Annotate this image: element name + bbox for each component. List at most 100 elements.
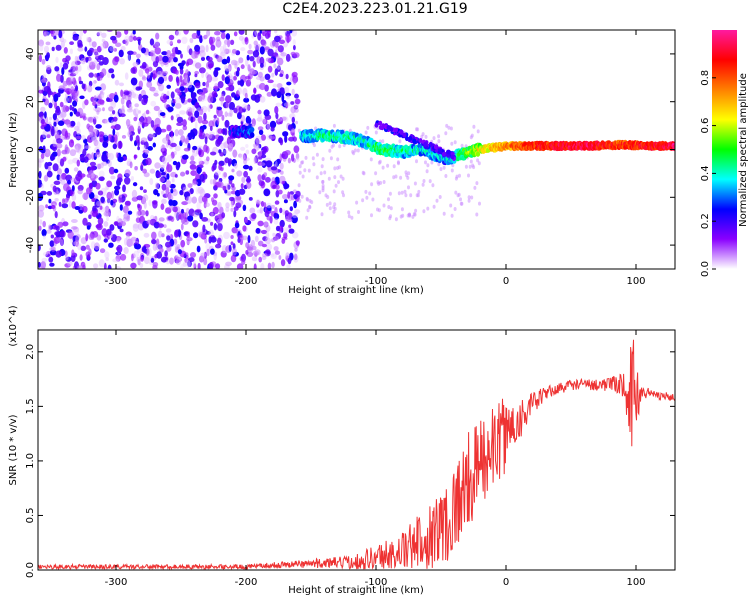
spectrogram-cell — [67, 179, 71, 185]
spectrogram-cell — [84, 145, 91, 150]
spectrogram-cell — [38, 170, 42, 179]
spectrogram-cell — [210, 236, 217, 243]
spectrogram-cell — [266, 91, 273, 97]
spectrogram-cell — [100, 42, 105, 50]
spectrogram-cell — [336, 157, 340, 162]
spectrogram-cell — [243, 170, 249, 178]
spectrogram-cell — [172, 243, 179, 248]
spectrogram-cell — [287, 157, 291, 164]
spectrogram-cell — [48, 102, 53, 109]
spectrogram-cell — [160, 128, 167, 133]
spectrogram-cell — [72, 34, 79, 41]
spectrogram-cell — [49, 249, 57, 256]
spectrogram-cell — [357, 210, 360, 214]
spectrogram-cell — [66, 120, 72, 128]
spectrogram-cell — [88, 170, 94, 176]
spectrogram-cell — [149, 178, 154, 185]
spectrogram-cell — [298, 164, 302, 169]
spectrogram-cell — [221, 74, 225, 81]
spectrogram-cell — [216, 218, 224, 224]
spectrogram-cell — [115, 254, 121, 262]
spectrogram-cell — [196, 201, 201, 210]
spectrogram-cell — [312, 162, 316, 167]
spectrogram-cell — [139, 65, 146, 69]
spectrogram-cell — [139, 263, 144, 268]
spectrogram-cell — [242, 103, 248, 110]
spectrogram-cell — [329, 156, 333, 161]
spectrogram-cell — [248, 43, 252, 50]
spectrogram-cell — [476, 158, 480, 163]
spectrogram-cell — [371, 197, 375, 202]
spectrogram-cell — [215, 243, 222, 249]
spectrogram-cell — [174, 102, 182, 109]
spectrogram-cell — [405, 173, 409, 178]
spectrogram-cell — [253, 156, 257, 165]
spectrogram-cell — [378, 159, 382, 164]
spectrogram-cell — [208, 261, 214, 269]
spectrogram-cell — [431, 183, 435, 188]
spectrogram-cell — [230, 235, 234, 239]
spectrogram-cell — [325, 202, 329, 207]
spectrogram-cell — [120, 253, 127, 261]
spectrogram-cell — [89, 131, 94, 138]
spectrogram-cell — [288, 224, 292, 229]
spectrogram-cell — [160, 203, 165, 210]
spectrogram-cell — [109, 224, 115, 231]
spectrogram-cell — [201, 217, 209, 222]
spectrogram-cell — [104, 186, 109, 191]
spectrogram-cell — [265, 123, 271, 130]
spectrogram-cell — [74, 125, 80, 131]
spectrogram-cell — [223, 48, 228, 53]
spectrogram-cell — [141, 196, 146, 205]
spectrogram-cell — [74, 206, 81, 210]
spectrogram-cell — [283, 199, 288, 204]
spectrogram-cell — [69, 149, 77, 157]
spectrogram-cell — [92, 174, 99, 179]
spectrogram-cell — [262, 118, 268, 125]
spectrogram-cell — [259, 46, 265, 55]
spectrogram-cell — [284, 86, 290, 94]
spectrogram-cell — [295, 120, 298, 125]
spectrogram-cell — [467, 198, 471, 203]
spectrogram-cell — [76, 265, 84, 269]
spectrogram-cell — [392, 175, 396, 180]
spectrogram-cell — [432, 204, 436, 209]
spectrogram-cell — [131, 189, 138, 199]
spectrogram-cell — [82, 205, 88, 213]
spectrogram-cell — [381, 165, 385, 170]
spectrogram-cell — [61, 149, 68, 155]
spectrogram-cell — [97, 163, 102, 170]
spectrogram-cell — [56, 148, 61, 157]
spectrogram-cell — [142, 152, 149, 159]
spectrogram-cell — [271, 253, 275, 257]
spectrogram-cell — [238, 106, 244, 114]
spectrogram-cell — [152, 133, 158, 138]
spectrogram-cell — [260, 200, 265, 207]
snr-series-line — [38, 339, 675, 570]
spectrogram-cell — [108, 46, 114, 53]
spectrogram-cell — [279, 153, 283, 162]
spectrogram-cell — [260, 62, 264, 68]
spectrogram-cell — [89, 161, 96, 167]
spectrogram-cell — [59, 101, 64, 108]
spectrogram-cell — [233, 162, 238, 169]
spectrogram-cell — [475, 181, 479, 186]
spectrogram-cell — [56, 73, 62, 82]
spectrogram-cell — [45, 204, 48, 209]
ridge-cell — [386, 125, 391, 130]
spectrogram-cell — [203, 144, 208, 153]
spectrogram-cell — [243, 157, 248, 165]
spectrogram-cell — [298, 198, 302, 203]
spectrogram-cell — [293, 52, 300, 58]
spectrogram-cell — [114, 79, 120, 86]
spectrogram-cell — [368, 191, 372, 196]
spectrogram-cell — [132, 223, 140, 229]
ridge-cell — [250, 132, 255, 138]
spectrogram-cell — [75, 145, 79, 151]
spectrogram-cell — [202, 81, 206, 87]
spectrogram-cell — [454, 176, 458, 181]
spectrogram-cell — [211, 165, 215, 172]
spectrogram-cell — [180, 263, 184, 269]
spectrogram-cell — [227, 191, 232, 196]
spectrogram-cell — [194, 102, 200, 109]
